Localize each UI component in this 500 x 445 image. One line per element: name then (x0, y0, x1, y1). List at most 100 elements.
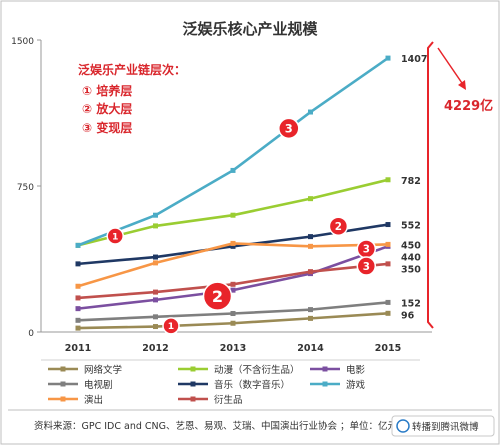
data-point (153, 223, 158, 229)
x-tick-label: 2013 (220, 343, 246, 354)
data-point (385, 261, 391, 267)
data-point (153, 297, 158, 303)
data-point (308, 234, 313, 240)
data-point (385, 177, 391, 183)
x-tick-label: 2012 (142, 343, 168, 354)
data-point (385, 310, 391, 316)
legend-marker (190, 381, 196, 387)
y-tick-label: 750 (17, 183, 34, 193)
data-point (153, 324, 158, 330)
annotation-level-1: ① 培养层 (82, 83, 132, 98)
legend-label: 电视剧 (84, 379, 113, 391)
data-point (385, 241, 391, 247)
end-value-label: 1407 (401, 54, 427, 65)
data-point (153, 289, 158, 295)
level-badge-number: 2 (335, 221, 342, 233)
data-point (230, 167, 236, 173)
data-point (308, 315, 313, 321)
data-point (75, 306, 81, 312)
watermark-box (391, 415, 495, 437)
annotation-level-3: ③ 变现层 (82, 120, 132, 135)
level-badge-number: 3 (285, 122, 293, 136)
footer-source: 资料来源：GPC IDC and CNG、艺恩、易观、艾瑞、中国演出行业协会 ；… (34, 420, 398, 432)
end-value-label: 552 (401, 221, 421, 232)
annotation-level-2: ② 放大层 (82, 101, 132, 116)
axis-ticks: 0 750 1500 2011 2012 2013 2014 2015 (11, 37, 401, 354)
legend-label: 动漫（不含衍生品） (214, 364, 300, 376)
level-badge (202, 281, 233, 311)
data-point (308, 243, 313, 249)
legend-label: 演出 (84, 394, 103, 406)
level-badge (278, 117, 300, 140)
y-tick-label: 0 (28, 329, 34, 339)
data-point (308, 269, 313, 275)
data-point (308, 307, 313, 313)
end-value-label: 350 (401, 264, 421, 275)
data-point (230, 311, 236, 317)
data-point (230, 243, 236, 249)
data-point (385, 222, 391, 228)
data-point (308, 196, 313, 202)
data-point (230, 320, 236, 326)
level-badge (328, 216, 349, 237)
chart-title: 泛娱乐核心产业规模 (182, 20, 318, 38)
level-badge (356, 256, 377, 276)
data-point (75, 325, 81, 331)
legend-marker (60, 366, 66, 372)
level-badges: 1 1 2 2 3 3 3 (106, 117, 377, 335)
watermark-text: 转播到腾讯微博 (412, 421, 479, 433)
data-point (385, 299, 391, 305)
end-value-label: 96 (401, 310, 415, 321)
end-value-label: 450 (401, 240, 421, 251)
data-point (75, 283, 81, 289)
legend-label: 游戏 (346, 379, 366, 391)
level-badge-number: 3 (363, 244, 370, 256)
annotation-heading: 泛娱乐产业链层次： (78, 62, 186, 77)
legend-label: 衍生品 (214, 394, 243, 406)
data-point (308, 109, 313, 115)
legend-marker (60, 381, 66, 387)
data-point (153, 254, 158, 260)
total-arrow-shaft (437, 47, 465, 87)
legend-label: 音乐（数字音乐） (214, 379, 290, 391)
total-bracket (427, 41, 434, 329)
total-label: 4229亿 (444, 98, 493, 114)
legend-label: 电影 (346, 364, 366, 376)
level-badge-number: 1 (168, 321, 174, 332)
legend-label: 网络文学 (84, 364, 122, 376)
data-point (385, 55, 391, 61)
series-lines (75, 55, 391, 331)
data-point (75, 261, 81, 267)
end-value-label: 440 (401, 252, 421, 263)
data-point (230, 287, 236, 293)
y-tick-label: 1500 (11, 37, 34, 47)
x-tick-label: 2011 (65, 343, 91, 354)
level-badge-number: 2 (212, 287, 223, 306)
level-badge (162, 317, 180, 335)
x-tick-label: 2014 (297, 343, 324, 354)
data-point (153, 314, 158, 320)
data-point (75, 242, 81, 248)
legend-marker (190, 396, 196, 402)
data-point (230, 281, 236, 287)
level-badge-number: 3 (363, 261, 370, 273)
legend-marker (322, 381, 328, 387)
data-point (153, 212, 158, 218)
data-point (153, 260, 158, 266)
end-value-label: 782 (401, 176, 421, 187)
level-badge (106, 227, 124, 245)
data-point (75, 295, 81, 301)
total-arrow-head (458, 80, 466, 90)
legend-marker (190, 366, 196, 372)
data-point (230, 212, 236, 218)
legend-marker (322, 366, 328, 372)
data-point (75, 317, 81, 323)
x-tick-label: 2015 (375, 343, 401, 354)
data-point (230, 240, 236, 246)
weibo-icon (396, 419, 410, 433)
